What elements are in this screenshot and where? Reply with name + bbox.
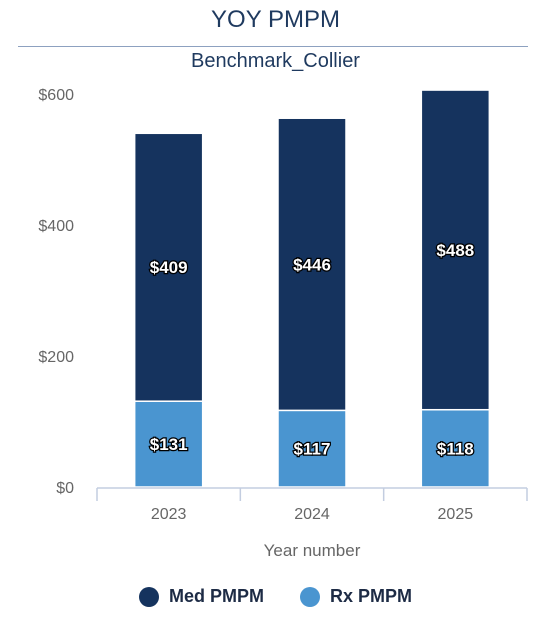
legend-label-rx: Rx PMPM — [330, 586, 413, 606]
title-divider — [18, 46, 528, 47]
data-label: $117 — [294, 440, 331, 459]
x-tick-label: 2025 — [438, 506, 474, 523]
data-label: $118 — [437, 439, 474, 458]
legend-swatch-med — [138, 586, 159, 607]
legend-swatch-rx — [300, 586, 320, 607]
bar-med-2024 — [277, 117, 347, 412]
chart-subtitle: Benchmark_Collier — [191, 50, 360, 72]
y-tick-label: $400 — [38, 218, 74, 235]
x-tick-label: 2024 — [294, 506, 330, 523]
x-tick-label: 2023 — [151, 506, 187, 523]
legend-item-med[interactable]: Med PMPM — [138, 586, 264, 607]
legend-item-rx[interactable]: Rx PMPM — [300, 586, 412, 607]
bar-med-2023 — [133, 132, 204, 402]
x-axis-title: Year number — [264, 541, 361, 560]
data-label: $446 — [293, 255, 331, 274]
chart-title: YOY PMPM — [211, 6, 340, 33]
data-label: $131 — [150, 435, 188, 454]
legend-label-med: Med PMPM — [168, 586, 264, 606]
y-tick-label: $200 — [38, 349, 74, 366]
data-label: $488 — [436, 241, 474, 260]
chart-legend: Med PMPM Rx PMPM — [0, 586, 551, 607]
y-tick-label: $600 — [38, 87, 74, 104]
stacked-bar-chart: $0 $200 $400 $600 $131 $409 $117 $446 $118 $488 20… — [38, 87, 528, 560]
bar-med-2025 — [420, 89, 491, 411]
bar-rx-2023 — [133, 400, 204, 488]
data-label: $409 — [150, 258, 188, 277]
y-tick-label: $0 — [56, 480, 74, 497]
